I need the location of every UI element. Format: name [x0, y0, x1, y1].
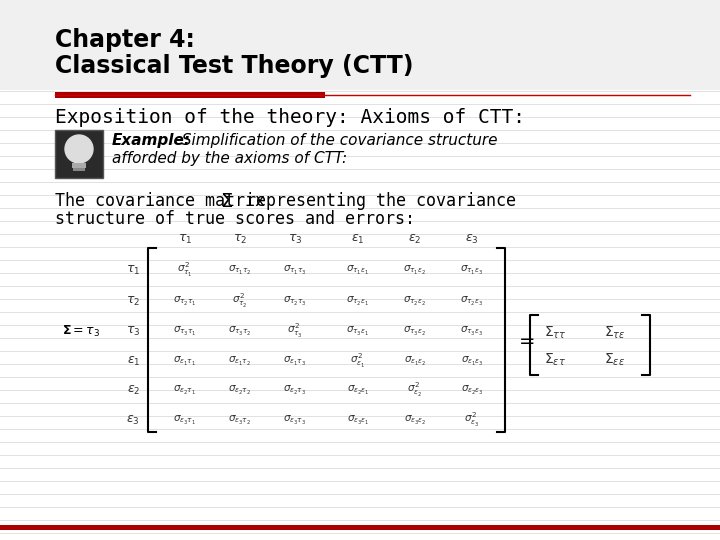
Text: Simplification of the covariance structure: Simplification of the covariance structu… [177, 133, 498, 148]
Text: $\sigma_{\tau_3\varepsilon_1}$: $\sigma_{\tau_3\varepsilon_1}$ [346, 325, 369, 338]
Text: $\tau_3$: $\tau_3$ [288, 233, 302, 246]
Bar [72, 163, 86, 168]
Text: structure of true scores and errors:: structure of true scores and errors: [55, 210, 415, 228]
Text: $\sigma_{\tau_3\varepsilon_2}$: $\sigma_{\tau_3\varepsilon_2}$ [403, 325, 426, 338]
Text: $\sigma_{\tau_2\varepsilon_2}$: $\sigma_{\tau_2\varepsilon_2}$ [403, 294, 426, 308]
Text: $\tau_2$: $\tau_2$ [126, 294, 140, 308]
Text: $\sigma_{\tau_2\tau_3}$: $\sigma_{\tau_2\tau_3}$ [283, 294, 307, 308]
Text: $\Sigma_{\varepsilon\varepsilon}$: $\Sigma_{\varepsilon\varepsilon}$ [605, 352, 626, 368]
Text: $\varepsilon_3$: $\varepsilon_3$ [127, 414, 140, 427]
Text: $\varepsilon_2$: $\varepsilon_2$ [127, 383, 140, 396]
Text: $\sigma^2_{\tau_1}$: $\sigma^2_{\tau_1}$ [177, 261, 193, 279]
Text: $\tau_3$: $\tau_3$ [125, 325, 140, 338]
Text: $\sigma_{\tau_2\varepsilon_3}$: $\sigma_{\tau_2\varepsilon_3}$ [460, 294, 484, 308]
Text: $\sigma_{\tau_1\tau_2}$: $\sigma_{\tau_1\tau_2}$ [228, 264, 252, 276]
Text: Chapter 4:: Chapter 4: [55, 28, 195, 52]
Text: $\sigma_{\varepsilon_2\varepsilon_1}$: $\sigma_{\varepsilon_2\varepsilon_1}$ [346, 383, 369, 396]
Text: $\sigma_{\varepsilon_1\tau_3}$: $\sigma_{\varepsilon_1\tau_3}$ [284, 354, 307, 368]
Text: $\sigma_{\varepsilon_3\tau_3}$: $\sigma_{\varepsilon_3\tau_3}$ [284, 414, 307, 427]
Text: $\varepsilon_2$: $\varepsilon_2$ [408, 233, 422, 246]
Text: $\sigma^2_{\varepsilon_2}$: $\sigma^2_{\varepsilon_2}$ [408, 381, 423, 399]
Bar [0, 525, 720, 530]
Text: $\Sigma_{\tau\varepsilon}$: $\Sigma_{\tau\varepsilon}$ [604, 325, 626, 341]
Text: afforded by the axioms of CTT:: afforded by the axioms of CTT: [112, 151, 347, 166]
Text: $\sigma_{\tau_1\tau_3}$: $\sigma_{\tau_1\tau_3}$ [283, 264, 307, 276]
Text: $\sigma_{\varepsilon_2\tau_2}$: $\sigma_{\varepsilon_2\tau_2}$ [228, 383, 251, 396]
Bar [55, 92, 325, 98]
Text: Exposition of the theory: Axioms of CTT:: Exposition of the theory: Axioms of CTT: [55, 108, 525, 127]
Text: $\sigma_{\tau_2\tau_1}$: $\sigma_{\tau_2\tau_1}$ [174, 294, 197, 308]
Text: $\Sigma$: $\Sigma$ [220, 192, 233, 211]
Text: $\varepsilon_1$: $\varepsilon_1$ [351, 233, 365, 246]
Text: $\sigma_{\varepsilon_2\tau_1}$: $\sigma_{\varepsilon_2\tau_1}$ [174, 383, 197, 396]
Circle shape [65, 135, 93, 163]
Text: $\sigma^2_{\tau_3}$: $\sigma^2_{\tau_3}$ [287, 322, 303, 340]
Text: $\sigma_{\varepsilon_3\tau_1}$: $\sigma_{\varepsilon_3\tau_1}$ [174, 414, 197, 427]
Text: $\Sigma_{\varepsilon\tau}$: $\Sigma_{\varepsilon\tau}$ [544, 352, 566, 368]
Text: $\sigma^2_{\varepsilon_1}$: $\sigma^2_{\varepsilon_1}$ [351, 352, 366, 370]
Text: $\sigma_{\varepsilon_1\tau_1}$: $\sigma_{\varepsilon_1\tau_1}$ [174, 354, 197, 368]
Text: $\sigma_{\varepsilon_1\tau_2}$: $\sigma_{\varepsilon_1\tau_2}$ [228, 354, 251, 368]
Text: $\sigma_{\varepsilon_3\tau_2}$: $\sigma_{\varepsilon_3\tau_2}$ [228, 414, 251, 427]
FancyBboxPatch shape [0, 0, 720, 90]
Text: $\sigma^2_{\tau_2}$: $\sigma^2_{\tau_2}$ [232, 292, 248, 310]
Text: $\sigma_{\tau_2\varepsilon_1}$: $\sigma_{\tau_2\varepsilon_1}$ [346, 294, 369, 308]
Text: $\sigma_{\varepsilon_3\varepsilon_2}$: $\sigma_{\varepsilon_3\varepsilon_2}$ [404, 414, 426, 427]
Text: Example:: Example: [112, 133, 191, 148]
Text: $\sigma_{\varepsilon_1\varepsilon_3}$: $\sigma_{\varepsilon_1\varepsilon_3}$ [461, 354, 483, 368]
Text: $\sigma_{\tau_3\tau_1}$: $\sigma_{\tau_3\tau_1}$ [174, 325, 197, 338]
Text: $\Sigma_{\tau\tau}$: $\Sigma_{\tau\tau}$ [544, 325, 567, 341]
Text: $\sigma_{\tau_1\varepsilon_1}$: $\sigma_{\tau_1\varepsilon_1}$ [346, 264, 369, 276]
Text: The covariance matrix: The covariance matrix [55, 192, 275, 210]
Text: $\varepsilon_3$: $\varepsilon_3$ [465, 233, 479, 246]
Text: $\sigma_{\tau_1\varepsilon_3}$: $\sigma_{\tau_1\varepsilon_3}$ [460, 264, 484, 276]
Text: representing the covariance: representing the covariance [236, 192, 516, 210]
Bar [73, 168, 85, 171]
Text: $\sigma_{\varepsilon_3\varepsilon_1}$: $\sigma_{\varepsilon_3\varepsilon_1}$ [346, 414, 369, 427]
Text: Classical Test Theory (CTT): Classical Test Theory (CTT) [55, 54, 413, 78]
Text: $\tau_2$: $\tau_2$ [233, 233, 247, 246]
Text: $\sigma_{\tau_3\tau_2}$: $\sigma_{\tau_3\tau_2}$ [228, 325, 252, 338]
FancyBboxPatch shape [55, 130, 103, 178]
Text: $\sigma_{\varepsilon_1\varepsilon_2}$: $\sigma_{\varepsilon_1\varepsilon_2}$ [404, 354, 426, 368]
Text: $\tau_1$: $\tau_1$ [178, 233, 192, 246]
Text: $\sigma^2_{\varepsilon_3}$: $\sigma^2_{\varepsilon_3}$ [464, 411, 480, 429]
Text: $=$: $=$ [515, 330, 535, 349]
Text: $\mathbf{\Sigma} = \tau_3$: $\mathbf{\Sigma} = \tau_3$ [62, 323, 100, 339]
Text: $\tau_1$: $\tau_1$ [126, 264, 140, 276]
Text: $\varepsilon_1$: $\varepsilon_1$ [127, 354, 140, 368]
Text: $\sigma_{\varepsilon_2\tau_3}$: $\sigma_{\varepsilon_2\tau_3}$ [284, 383, 307, 396]
Text: $\sigma_{\varepsilon_2\varepsilon_3}$: $\sigma_{\varepsilon_2\varepsilon_3}$ [461, 383, 483, 396]
Text: $\sigma_{\tau_1\varepsilon_2}$: $\sigma_{\tau_1\varepsilon_2}$ [403, 264, 426, 276]
Text: $\sigma_{\tau_3\varepsilon_3}$: $\sigma_{\tau_3\varepsilon_3}$ [460, 325, 484, 338]
